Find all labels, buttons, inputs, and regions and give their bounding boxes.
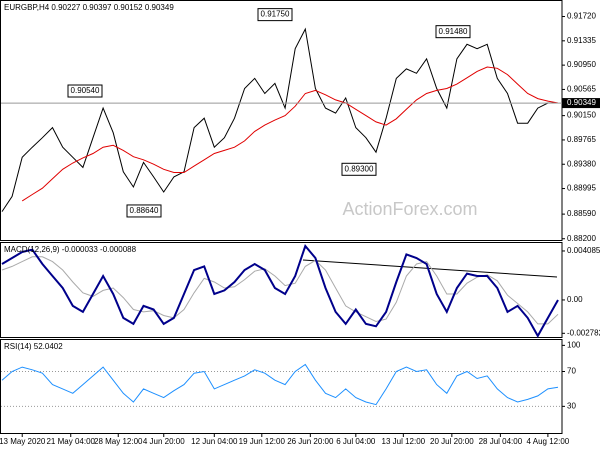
annotation-box [341,162,377,176]
y-tick-label: 0.90950 [567,60,596,69]
last-price-label: 0.90349 [567,98,596,107]
panel-frame [0,339,563,434]
x-tick-label: 20 Jul 20:00 [430,437,474,446]
x-tick-label: 4 Aug 12:00 [527,437,570,446]
annotation-label: 0.88640 [130,206,159,215]
annotation-label: 0.91480 [439,27,468,36]
x-tick-label: 13 May 2020 [0,437,46,446]
annotation-label: 0.90540 [71,86,100,95]
x-tick-label: 28 May 12:00 [94,437,143,446]
x-tick-label: 19 Jun 12:00 [239,437,286,446]
panel-title: MACD(12,26,9) -0.000033 -0.000088 [4,245,137,254]
series-line [1,27,558,212]
annotation-box [257,8,293,22]
series-line [1,363,559,406]
y-tick-label: 0.90565 [567,85,596,94]
annotation-box [67,84,103,98]
watermark: ActionForex.com [342,199,477,219]
macd-trendline [302,259,558,278]
y-tick-label: 0.88200 [567,234,596,243]
y-tick-label: 0.88590 [567,209,596,218]
y-tick-label: 30 [567,401,576,410]
y-tick-label: 0.91335 [567,36,596,45]
annotation-label: 0.89300 [345,164,374,173]
x-tick-label: 6 Jul 04:00 [336,437,376,446]
annotation-box [435,25,471,39]
x-tick-label: 4 Jun 20:00 [143,437,185,446]
y-tick-label: 0.89380 [567,159,596,168]
y-tick-label: 100 [567,340,581,349]
y-tick-label: -0.002782 [567,328,600,337]
panel-frame [0,242,563,338]
x-tick-label: 26 Jun 20:00 [287,437,334,446]
x-tick-label: 21 May 04:00 [46,437,95,446]
annotation-box [126,204,162,218]
y-tick-label: 70 [567,367,576,376]
panel-title: RSI(14) 52.0402 [4,342,63,351]
y-tick-label: 0.90150 [567,111,596,120]
series-line [1,243,559,338]
y-tick-label: 0.88995 [567,184,596,193]
x-tick-label: 12 Jun 04:00 [191,437,238,446]
series-line [21,66,559,202]
y-tick-label: 0.00 [567,295,583,304]
series-line [1,256,559,325]
panel-title: EURGBP,H4 0.90227 0.90397 0.90152 0.9034… [4,3,174,12]
x-tick-label: 28 Jul 04:00 [479,437,523,446]
y-tick-label: 0.004085 [567,246,600,255]
panel-frame [0,0,563,241]
y-tick-label: 0.89765 [567,135,596,144]
x-tick-label: 13 Jul 12:00 [382,437,426,446]
annotation-label: 0.91750 [261,10,290,19]
last-price-box [562,98,600,109]
y-tick-label: 0.91720 [567,12,596,21]
